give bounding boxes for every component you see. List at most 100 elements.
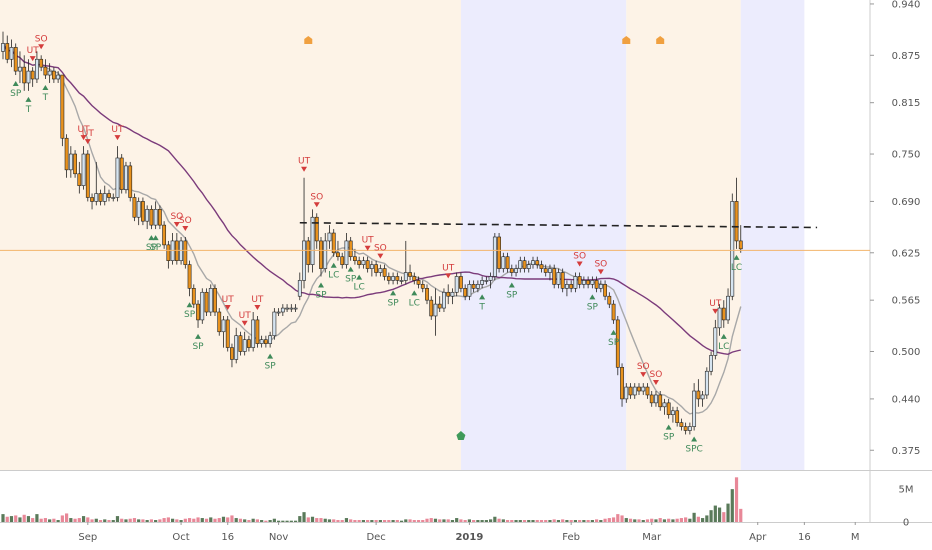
volume-bar — [489, 519, 493, 522]
candle — [81, 146, 86, 190]
volume-bar — [378, 520, 382, 522]
candle — [412, 272, 417, 285]
candle-body — [450, 291, 455, 297]
candle — [624, 383, 629, 403]
candle-body — [60, 74, 65, 139]
candle-body — [611, 303, 616, 321]
volume-bar — [73, 518, 77, 522]
candle — [200, 288, 205, 324]
candle — [13, 43, 18, 76]
volume-bar — [230, 515, 234, 522]
candle — [43, 59, 48, 79]
candle — [280, 304, 285, 316]
signal-arrow-up — [195, 333, 202, 339]
volume-bar — [255, 519, 259, 522]
volume-bar — [383, 520, 387, 522]
volume-bar — [472, 520, 476, 522]
candle-body — [208, 288, 213, 313]
volume-bar — [319, 518, 323, 522]
candle — [132, 193, 137, 222]
candle — [713, 319, 718, 360]
signal-label: SP — [265, 362, 277, 372]
signal-arrow-up — [330, 262, 337, 268]
candle-body — [442, 291, 446, 309]
candle — [632, 383, 637, 399]
candle — [77, 161, 82, 194]
candle-body — [310, 216, 315, 265]
candle — [187, 260, 192, 297]
signal-up: LC — [409, 290, 420, 308]
signal-arrow-up — [148, 235, 155, 241]
signal-arrow-up — [186, 302, 193, 308]
candle-body — [645, 386, 650, 396]
signal-label: SO — [35, 34, 48, 44]
volume-bar — [81, 516, 86, 522]
signal-label: SP — [663, 433, 675, 443]
signal-down: SO — [374, 244, 387, 259]
candle — [391, 272, 395, 285]
volume-bar — [484, 520, 488, 522]
candle-body — [632, 386, 637, 396]
volume-bar — [289, 520, 293, 522]
candle — [548, 264, 552, 281]
candle — [268, 331, 273, 348]
volume-bar — [692, 512, 696, 522]
candle — [251, 312, 256, 352]
volume-bar — [43, 518, 47, 522]
signal-label: UT — [362, 236, 375, 246]
signal-down: SO — [637, 362, 650, 378]
candle — [153, 201, 158, 230]
candle — [645, 383, 650, 399]
volume-bar — [192, 518, 196, 522]
candle-body — [586, 280, 591, 285]
candle — [26, 59, 31, 91]
volume-bar — [679, 518, 683, 522]
candle-body — [738, 240, 743, 250]
volume-bar — [1, 514, 5, 522]
candle — [726, 288, 730, 324]
volume-bar — [366, 520, 370, 522]
candle-body — [391, 276, 395, 281]
candle — [484, 276, 489, 285]
signal-arrow-down — [38, 44, 45, 50]
signal-arrow-down — [80, 135, 87, 141]
volume-bar — [713, 505, 717, 522]
candle-body — [141, 201, 145, 222]
signal-up: LC — [718, 333, 729, 352]
volume-bar — [501, 519, 505, 522]
candle-body — [603, 284, 607, 297]
candle-body — [649, 394, 654, 404]
candle-body — [607, 295, 612, 305]
signal-label: UT — [442, 263, 455, 273]
y-tick-label: 0.815 — [892, 98, 921, 109]
volume-bar — [654, 519, 658, 522]
candle-body — [242, 339, 247, 352]
earnings-icon — [622, 36, 631, 44]
signal-label: LC — [718, 342, 729, 352]
candle-body — [344, 240, 349, 265]
candle-body — [704, 370, 709, 396]
candle-body — [9, 47, 14, 60]
candle — [60, 74, 65, 147]
volume-bar — [539, 520, 544, 522]
volume-bar — [86, 517, 90, 522]
candle — [340, 252, 345, 269]
volume-bar — [421, 520, 425, 522]
candle — [242, 331, 247, 356]
candle-body — [433, 303, 438, 317]
candle — [429, 296, 434, 320]
signal-up: T — [42, 84, 49, 103]
signal-arrow-up — [665, 424, 672, 430]
candle-body — [187, 264, 192, 289]
candle-body — [573, 276, 578, 289]
volume-bar — [234, 518, 238, 522]
candle-body — [47, 70, 52, 76]
signal-label: SP — [315, 290, 327, 300]
candle-body — [412, 276, 417, 281]
candle-body — [518, 260, 523, 269]
y-tick-label: 0.940 — [892, 0, 921, 10]
axis-layer: 0.940 0.875 0.815 0.750 0.690 0.625 0.565 0.500… — [78, 0, 920, 543]
x-tick-label: Nov — [269, 532, 289, 543]
signal-arrow-down — [640, 372, 647, 378]
